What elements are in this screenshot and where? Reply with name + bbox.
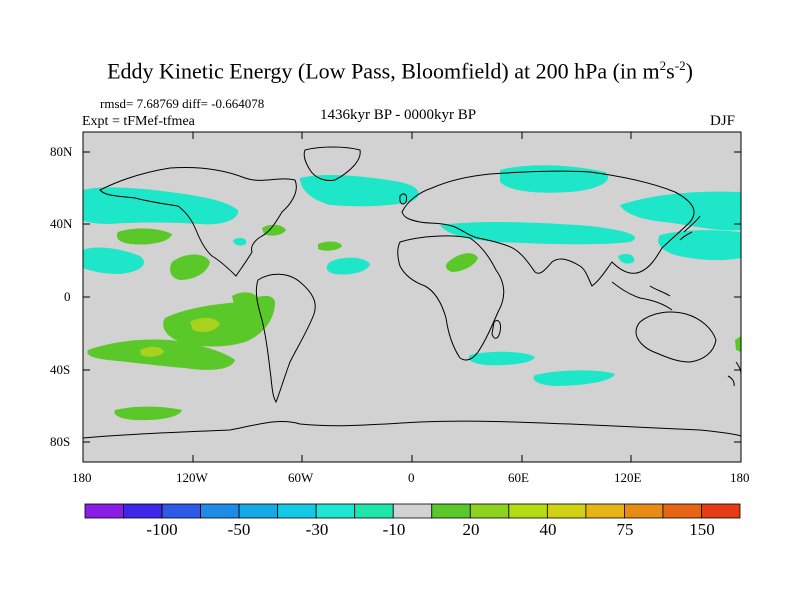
colorbar	[84, 503, 741, 519]
colorbar-swatch-9	[431, 503, 471, 519]
colorbar-swatch-0	[84, 503, 124, 519]
lat-tick-80s: 80S	[50, 434, 71, 449]
lon-tick-180-east: 180	[730, 470, 750, 485]
anomaly-region-lime-core-a	[190, 317, 220, 332]
colorbar-swatch-6	[315, 503, 356, 519]
figure-title: Eddy Kinetic Energy (Low Pass, Bloomfiel…	[107, 58, 693, 84]
colorbar-swatch-3	[200, 503, 240, 519]
coastline-japan	[679, 215, 701, 241]
anomaly-region-gulf-green	[262, 224, 286, 236]
lon-tick-0: 0	[408, 470, 415, 485]
anomaly-region-indian-ocean	[468, 351, 535, 366]
coastline-africa	[397, 235, 505, 361]
colorbar-swatch-12	[546, 503, 587, 519]
anomaly-region-small-atlantic	[233, 237, 247, 246]
colorbar-swatch-2	[161, 503, 201, 519]
coastline-british-isles	[399, 193, 407, 205]
coastline-madagascar	[491, 319, 501, 339]
lon-tick-60e: 60E	[508, 470, 529, 485]
colorbar-swatch-13	[585, 503, 625, 519]
anomaly-region-southern-indian	[533, 370, 615, 386]
coastline-australia	[635, 311, 717, 363]
anomaly-region-north-africa-green	[445, 253, 478, 272]
colorbar-swatch-11	[508, 503, 548, 519]
anomaly-region-south-pacific-band	[87, 339, 235, 370]
coastline-greenland	[303, 146, 361, 181]
coastline-europe-asia	[401, 170, 695, 287]
colorbar-swatch-8	[392, 503, 433, 519]
anomaly-region-mediterranean-asia	[440, 222, 636, 245]
tick-marks	[83, 132, 741, 462]
anomaly-region-north-atlantic	[300, 175, 419, 207]
anomaly-region-atlantic-green-small	[318, 241, 342, 251]
lat-tick-40s: 40S	[50, 362, 71, 377]
anomaly-region-atlantic-subtropic	[326, 257, 370, 275]
season-label: DJF	[710, 113, 736, 129]
lon-tick-180-west: 180	[72, 470, 92, 485]
lon-tick-120e: 120E	[614, 470, 642, 485]
coastline-antarctica	[83, 420, 741, 439]
coastline-north-america	[99, 167, 297, 277]
period-label: 1436kyr BP - 0000kyr BP	[320, 107, 477, 123]
colorbar-swatch-7	[354, 503, 394, 519]
experiment-label: Expt = tFMef-tfmea	[82, 114, 195, 129]
colorbar-label-150: 150	[689, 520, 715, 539]
colorbar-swatch-16	[701, 503, 741, 519]
lat-tick-40n: 40N	[50, 216, 73, 231]
anomaly-region-siberia-small	[618, 254, 635, 264]
coastlines	[83, 146, 741, 439]
colorbar-label-75: 75	[616, 520, 634, 539]
anomaly-region-southern-ocean-green	[114, 406, 182, 421]
lon-tick-120w: 120W	[176, 470, 208, 485]
anomaly-region-pacific-40n	[83, 247, 144, 274]
anomaly-region-south-pacific-main	[163, 295, 275, 347]
colorbar-swatch-5	[277, 503, 317, 519]
colorbar-swatch-15	[662, 503, 702, 519]
lat-tick-80n: 80N	[50, 144, 73, 159]
colorbar-label-minus10: -10	[382, 520, 406, 539]
rmsd-diff-stats: rmsd= 7.68769 diff= -0.664078	[100, 96, 265, 111]
anomaly-region-pacific-green-north	[116, 228, 172, 245]
anomaly-region-pacific-green-mid	[170, 254, 210, 280]
anomaly-region-north-pacific-west	[620, 191, 741, 231]
colorbar-swatch-14	[624, 503, 664, 519]
colorbar-swatch-1	[123, 503, 163, 519]
colorbar-label-20: 20	[462, 520, 480, 539]
anomaly-region-lime-core-b	[140, 346, 164, 357]
colorbar-label-40: 40	[539, 520, 557, 539]
anomaly-region-atlantic-green	[232, 292, 258, 305]
colorbar-swatch-4	[238, 503, 279, 519]
anomaly-contours	[83, 165, 741, 421]
anomaly-region-west-pacific	[658, 230, 741, 261]
coastline-south-america	[255, 273, 316, 404]
colorbar-label-minus100: -100	[146, 520, 178, 539]
anomaly-region-east-edge-green	[735, 336, 741, 352]
coastline-southeast-asia	[611, 281, 673, 311]
lon-tick-60w: 60W	[288, 470, 314, 485]
colorbar-swatch-10	[469, 503, 510, 519]
colorbar-label-minus50: -50	[227, 520, 251, 539]
colorbar-label-minus30: -30	[305, 520, 329, 539]
lat-tick-0: 0	[64, 289, 71, 304]
